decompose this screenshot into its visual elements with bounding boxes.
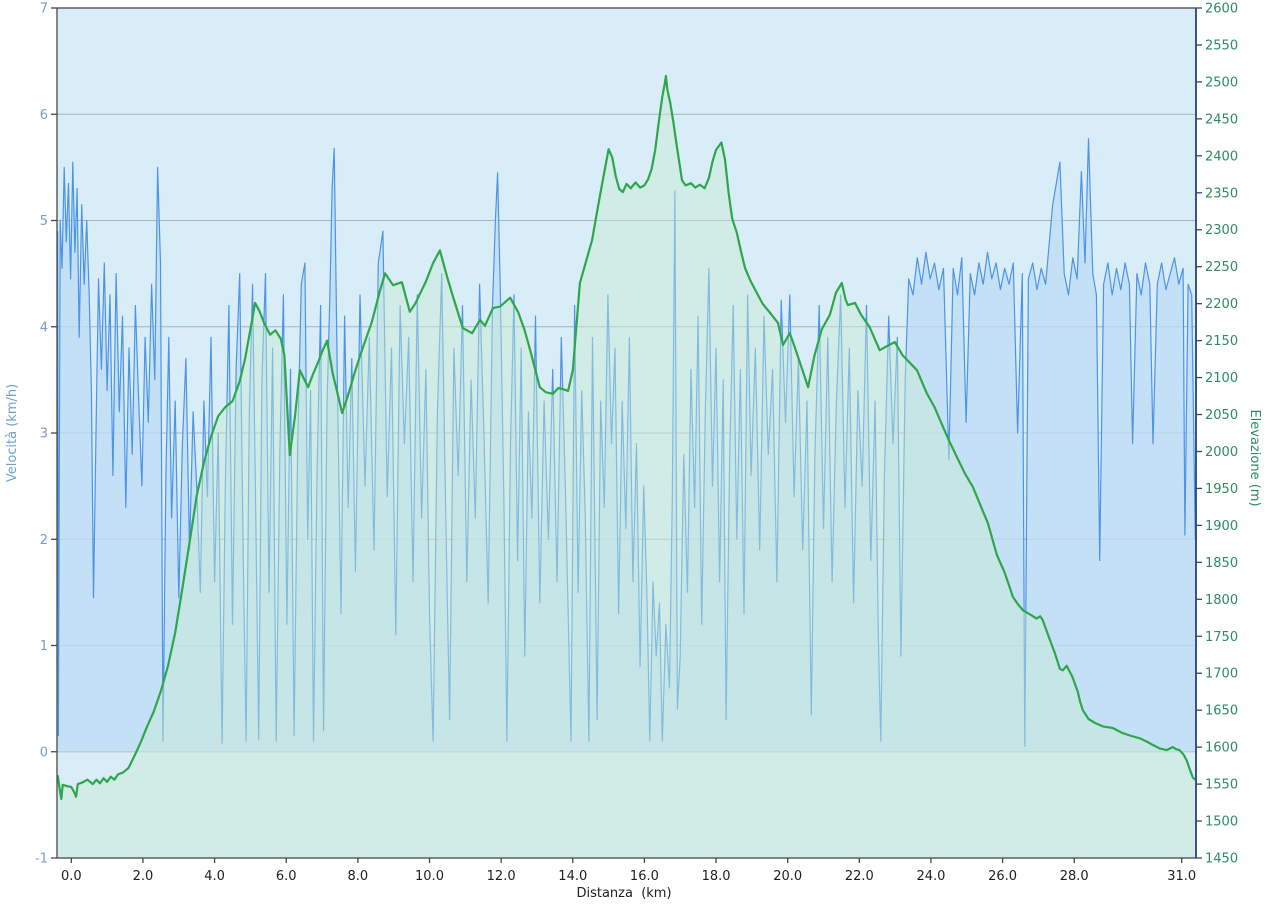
y-axis-right-tick-label: 1850 (1205, 556, 1238, 571)
x-axis-tick-label: 12.0 (487, 869, 516, 884)
y-axis-right-tick-label: 2150 (1205, 334, 1238, 349)
velocity-line (57, 138, 1196, 748)
y-axis-right-tick-label: 2000 (1205, 445, 1238, 460)
velocity-area (57, 138, 1196, 752)
x-axis-tick-label: 26.0 (988, 869, 1017, 884)
x-axis-tick-label: 14.0 (558, 869, 587, 884)
elevation-line (56, 74, 1197, 801)
y-axis-right-tick-label: 1450 (1205, 852, 1238, 867)
y-axis-right-tick-label: 1900 (1205, 519, 1238, 534)
x-axis-tick-label: 31.0 (1167, 869, 1196, 884)
y-axis-left-tick-label: 1 (40, 639, 48, 654)
y-axis-right-tick-label: 1650 (1205, 704, 1238, 719)
y-axis-right-tick-label: 2050 (1205, 408, 1238, 423)
x-axis-title: Distanza (km) (576, 886, 671, 901)
x-axis-tick-label: 2.0 (133, 869, 154, 884)
x-axis-tick-label: 6.0 (276, 869, 297, 884)
y-axis-right-tick-label: 2500 (1205, 75, 1238, 90)
x-axis-tick-label: 22.0 (845, 869, 874, 884)
y-axis-right-tick-label: 2350 (1205, 186, 1238, 201)
y-axis-right-tick-label: 2300 (1205, 223, 1238, 238)
y-axis-left-tick-label: 6 (40, 108, 48, 123)
y-axis-right-tick-label: 1950 (1205, 482, 1238, 497)
axis-tick-labels: 0.0 2.0 4.0 6.0 8.0 10.0 12.0 14.0 16.0 18.0 20.0 2… (35, 2, 1238, 885)
y-axis-left-tick-label: 4 (40, 320, 48, 335)
x-axis-tick-label: 8.0 (348, 869, 369, 884)
y-axis-left-tick-label: 0 (40, 745, 48, 760)
y-axis-right-tick-label: 2100 (1205, 371, 1238, 386)
x-axis-tick-label: 0.0 (61, 869, 82, 884)
y-axis-left-tick-label: 5 (40, 214, 48, 229)
y-axis-right-tick-label: 2400 (1205, 149, 1238, 164)
y-axis-right-tick-label: 2600 (1205, 2, 1238, 17)
elevation-area (57, 76, 1196, 858)
y-axis-right-tick-label: 1600 (1205, 741, 1238, 756)
y-axis-left-title: Velocità (km/h) (5, 384, 20, 482)
y-axis-right-title: Elevazione (m) (1247, 409, 1262, 506)
y-axis-right-tick-label: 1750 (1205, 630, 1238, 645)
y-axis-left-tick-label: 7 (40, 2, 48, 17)
x-axis-tick-label: 28.0 (1060, 869, 1089, 884)
x-axis-tick-label: 18.0 (702, 869, 731, 884)
y-axis-left-tick-label: -1 (35, 852, 48, 867)
axis-ticks (51, 7, 1202, 863)
x-axis-tick-label: 20.0 (773, 869, 802, 884)
x-axis-tick-label: 16.0 (630, 869, 659, 884)
y-axis-left-tick-label: 2 (40, 533, 48, 548)
x-axis-tick-label: 4.0 (204, 869, 225, 884)
x-axis-tick-label: 10.0 (415, 869, 444, 884)
series-layer (56, 74, 1197, 858)
y-axis-right-tick-label: 1550 (1205, 778, 1238, 793)
y-axis-right-tick-label: 2550 (1205, 38, 1238, 53)
y-axis-right-tick-label: 1500 (1205, 815, 1238, 830)
y-axis-right-tick-label: 2250 (1205, 260, 1238, 275)
y-axis-left-tick-label: 3 (40, 427, 48, 442)
x-axis-tick-label: 24.0 (916, 869, 945, 884)
y-axis-right-tick-label: 2200 (1205, 297, 1238, 312)
y-axis-right-tick-label: 1800 (1205, 593, 1238, 608)
y-axis-right-tick-label: 1700 (1205, 667, 1238, 682)
y-axis-right-tick-label: 2450 (1205, 112, 1238, 127)
